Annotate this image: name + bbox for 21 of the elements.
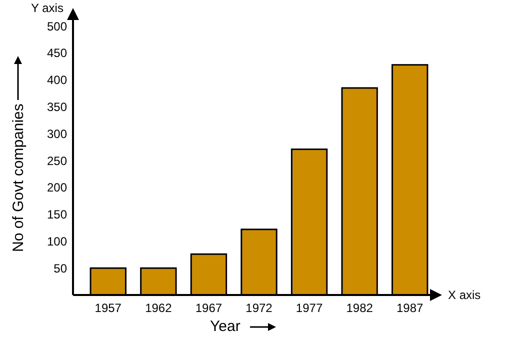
y-tick-label: 500 [46, 19, 68, 34]
y-tick-label: 300 [46, 126, 68, 141]
y-tick-label: 250 [46, 154, 68, 168]
x-tick-label: 1957 [94, 301, 122, 315]
y-tick-label: 50 [54, 261, 68, 276]
text: Y axis [31, 1, 64, 15]
y-tick-label: 450 [46, 46, 68, 60]
x-tick-label: 1982 [346, 301, 374, 315]
y-tick-label: 350 [46, 100, 68, 114]
text: X axis [448, 288, 481, 302]
y-axis-title: No of Govt companies [10, 104, 27, 252]
x-tick-label: 1972 [246, 301, 273, 315]
x-tick-label: 1967 [195, 301, 222, 315]
y-tick-label: 150 [46, 208, 68, 222]
x-tick-label: 1987 [396, 301, 424, 315]
x-axis-title: Year [210, 318, 240, 335]
y-tick-label: 200 [46, 180, 68, 195]
y-tick-label: 400 [46, 73, 68, 88]
x-tick-label: 1962 [145, 301, 172, 315]
x-tick-label: 1977 [296, 301, 323, 315]
y-tick-label: 100 [46, 234, 68, 248]
